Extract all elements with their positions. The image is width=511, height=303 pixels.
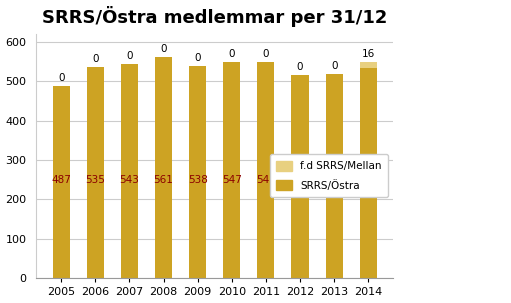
Text: 516: 516 [290, 175, 310, 185]
Bar [258, 62, 274, 278]
Bar [121, 64, 138, 278]
Bar [53, 86, 69, 278]
Text: 0: 0 [331, 61, 337, 71]
Text: 547: 547 [222, 175, 242, 185]
Text: 0: 0 [58, 73, 64, 83]
Bar [326, 74, 343, 278]
Bar [189, 66, 206, 278]
Text: 548: 548 [256, 175, 276, 185]
Text: 538: 538 [188, 175, 207, 185]
Bar [223, 62, 240, 278]
Bar [360, 62, 377, 68]
Text: 532: 532 [358, 175, 378, 185]
Text: 0: 0 [126, 51, 133, 61]
Bar [291, 75, 309, 278]
Bar [360, 68, 377, 278]
Bar [155, 57, 172, 278]
Text: 0: 0 [194, 53, 201, 63]
Legend: f.d SRRS/Mellan, SRRS/Östra: f.d SRRS/Mellan, SRRS/Östra [270, 154, 388, 197]
Title: SRRS/Östra medlemmar per 31/12: SRRS/Östra medlemmar per 31/12 [42, 5, 387, 27]
Text: 0: 0 [297, 62, 304, 72]
Text: 0: 0 [228, 49, 235, 59]
Bar [87, 67, 104, 278]
Text: 487: 487 [51, 175, 71, 185]
Text: 0: 0 [92, 54, 99, 64]
Text: 517: 517 [324, 175, 344, 185]
Text: 0: 0 [263, 49, 269, 59]
Text: 543: 543 [120, 175, 140, 185]
Text: 535: 535 [85, 175, 105, 185]
Text: 0: 0 [160, 44, 167, 54]
Text: 561: 561 [154, 175, 173, 185]
Text: 16: 16 [362, 49, 375, 59]
